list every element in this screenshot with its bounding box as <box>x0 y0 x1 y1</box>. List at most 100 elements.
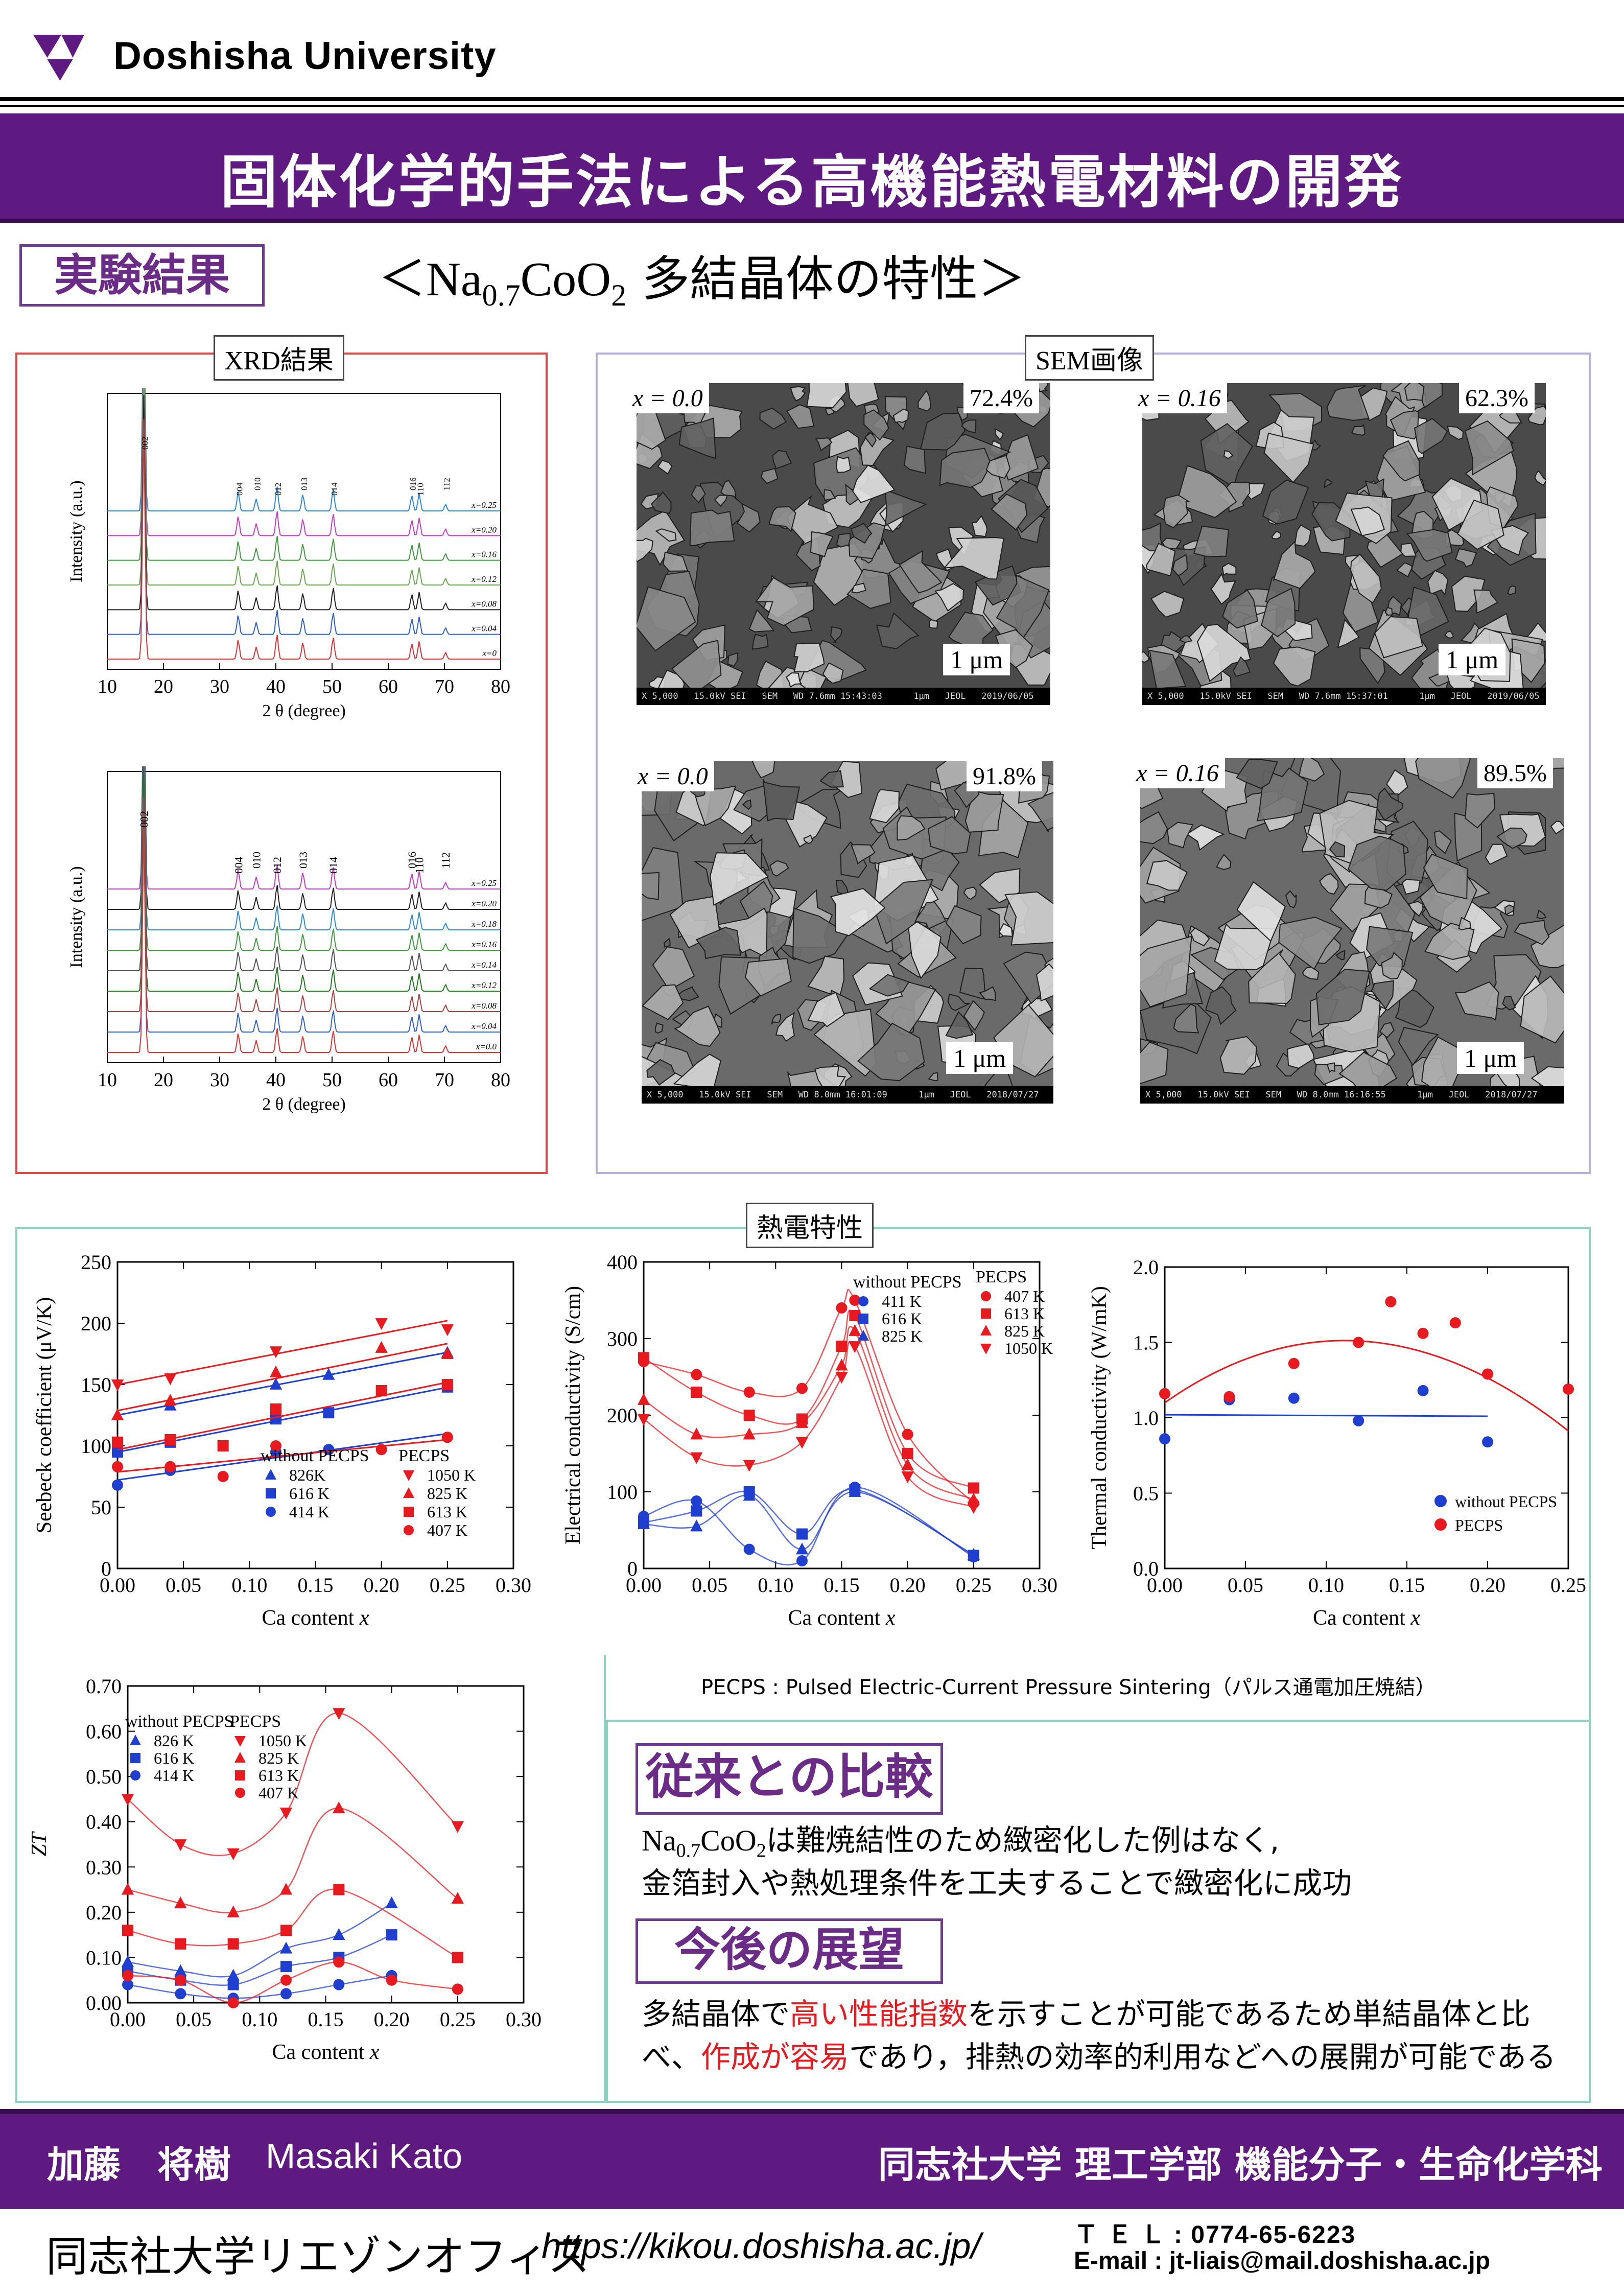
sem-grain <box>1278 917 1343 970</box>
data-point <box>1353 1415 1364 1426</box>
sem-grain <box>1140 811 1168 845</box>
sem-grain <box>963 886 977 900</box>
legend-marker <box>858 1296 868 1306</box>
peak-label: 012 <box>271 857 284 874</box>
data-point <box>637 1393 650 1405</box>
y-tick-label: 0.10 <box>86 1946 122 1969</box>
y-axis-label: Intensity (a.u.) <box>67 866 86 968</box>
x-tick-label: 40 <box>266 1069 286 1091</box>
sem-grain <box>1146 543 1176 577</box>
data-point <box>333 1708 345 1720</box>
data-point <box>269 1377 283 1390</box>
sem-grain <box>1172 554 1188 576</box>
zt-chart: 0.00 0.05 0.10 0.15 0.20 0.25 0.30 0.00 0.10 0.20… <box>28 1675 542 2064</box>
x-tick-label: 0.10 <box>758 1574 793 1597</box>
sem-grain <box>1140 935 1192 1008</box>
legend-marker <box>858 1330 869 1341</box>
sem-grain <box>637 406 666 450</box>
legend-label: 1050 K <box>258 1731 307 1750</box>
legend-label: 826 K <box>154 1731 194 1750</box>
sem-date-text: 1μm JEOL 2019/06/05 <box>1387 691 1540 701</box>
sem-grain <box>903 446 926 474</box>
sem-grain <box>1379 1022 1395 1039</box>
xrd-trace-4 <box>107 766 501 971</box>
legend-marker <box>980 1344 992 1354</box>
xrd-trace-label: x=0.14 <box>471 960 497 970</box>
sem-grain <box>803 834 813 844</box>
data-point <box>1417 1327 1429 1339</box>
x-tick-label: 0.00 <box>110 2008 146 2031</box>
data-point <box>743 1543 755 1555</box>
legend-marker <box>404 1507 414 1517</box>
data-point <box>1449 1317 1461 1329</box>
sem-grain <box>1398 1026 1439 1066</box>
sem-grain <box>650 491 672 514</box>
sem-grain <box>1140 1041 1169 1085</box>
sem-grain <box>646 1059 675 1086</box>
xrd-trace-label: x=0 <box>482 648 497 658</box>
data-point <box>967 1502 980 1514</box>
data-point <box>1417 1385 1429 1396</box>
sem-grain <box>892 408 909 424</box>
y-tick-label: 400 <box>607 1251 638 1274</box>
sem-grain <box>1163 494 1191 529</box>
data-point <box>795 1437 809 1449</box>
data-point <box>1159 1388 1170 1399</box>
y-tick-label: 2.0 <box>1133 1256 1159 1279</box>
sem-image: X 5,000 15.0kV SEI SEM WD 7.6mm 15:37:01… <box>1142 383 1546 705</box>
x-tick-label: 0.20 <box>374 2008 410 2031</box>
sem-info-text: X 5,000 15.0kV SEI SEM WD 8.0mm 16:01:09 <box>647 1090 887 1100</box>
data-point <box>323 1444 335 1456</box>
sem-grain <box>1329 841 1346 858</box>
sem-grain <box>720 480 737 501</box>
x-tick-label: 0.30 <box>1022 1574 1057 1597</box>
sem-grain <box>772 450 792 470</box>
sem-grain <box>1210 573 1236 605</box>
x-tick-label: 0.15 <box>824 1574 860 1597</box>
xrd-trace-3 <box>107 766 501 951</box>
sem-grain <box>642 847 684 921</box>
sem-density-label: 72.4% <box>963 383 1039 413</box>
sem-grain <box>928 1072 938 1082</box>
website-link[interactable]: https://kikou.doshisha.ac.jp/ <box>542 2226 981 2266</box>
sem-grain <box>1348 835 1406 891</box>
sem-grain <box>1221 589 1258 629</box>
legend-title: PECPS <box>230 1712 281 1731</box>
sem-density-label: 89.5% <box>1477 758 1553 788</box>
y-tick-label: 250 <box>81 1251 111 1274</box>
sem-grain <box>851 582 867 594</box>
data-point <box>175 1988 186 2000</box>
sem-grain <box>1350 506 1385 536</box>
sem-grain <box>1456 499 1504 550</box>
x-tick-label: 20 <box>154 1069 173 1091</box>
peak-label: 016 <box>408 478 418 491</box>
sem-grain <box>1382 440 1420 482</box>
xrd-trace-label: x=0.25 <box>471 878 497 888</box>
xrd-trace-5 <box>107 419 501 635</box>
sem-grain <box>1423 853 1468 900</box>
legend-label: 616 K <box>154 1749 194 1767</box>
email-link[interactable]: E-mail : jt-liais@mail.doshisha.ac.jp <box>1074 2247 1491 2275</box>
thermal-conductivity-chart: 0.00 0.05 0.10 0.15 0.20 0.25 0.0 0.5 1.0 1.5 2.0 C… <box>1088 1256 1586 1630</box>
data-point <box>174 1839 187 1852</box>
sem-grain <box>1205 986 1237 1025</box>
xrd-trace-2 <box>107 388 501 561</box>
data-point <box>386 1974 397 1986</box>
data-point <box>849 1485 861 1497</box>
sem-grain <box>1408 901 1424 917</box>
sem-grain <box>959 968 986 1000</box>
x-tick-label: 0.25 <box>430 1574 465 1597</box>
sem-grain <box>830 626 843 643</box>
peak-label: 013 <box>297 852 310 869</box>
section-tag-compare: 従来との比較 <box>636 1743 943 1815</box>
data-point <box>836 1302 848 1314</box>
y-tick-label: 1.5 <box>1133 1331 1159 1354</box>
sem-grain <box>971 514 988 537</box>
sem-grain <box>1032 383 1048 392</box>
footer-band <box>0 2109 1624 2209</box>
legend-marker <box>266 1488 276 1498</box>
sem-grain <box>851 844 876 865</box>
x-tick-label: 80 <box>491 1069 510 1091</box>
sem-grain <box>873 879 934 945</box>
xrd-trace-8 <box>107 812 501 1053</box>
